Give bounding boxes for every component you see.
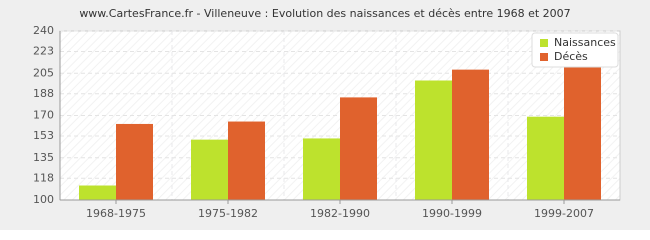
y-tick-label: 205 [33,66,54,79]
legend-box [531,32,619,68]
bar [303,138,340,200]
bar [340,97,377,200]
bar [527,116,564,200]
bar [79,185,116,200]
y-tick-label: 118 [33,171,54,184]
legend-swatch [540,53,548,61]
x-tick-label: 1990-1999 [422,207,482,220]
y-tick-label: 223 [33,45,54,58]
x-tick-label: 1975-1982 [198,207,258,220]
bar [191,139,228,200]
y-tick-label: 240 [33,24,54,37]
y-tick-label: 153 [33,129,54,142]
y-tick-label: 100 [33,193,54,206]
chart-title: www.CartesFrance.fr - Villeneuve : Evolu… [79,7,570,20]
bar [452,69,489,200]
chart: www.CartesFrance.fr - Villeneuve : Evolu… [0,0,650,230]
y-tick-label: 170 [33,109,54,122]
x-tick-label: 1968-1975 [86,207,146,220]
legend-label: Décès [554,50,588,63]
legend-swatch [540,39,548,47]
x-tick-label: 1982-1990 [310,207,370,220]
bar [228,121,265,200]
y-tick-label: 135 [33,151,54,164]
legend-label: Naissances [554,36,616,49]
y-tick-label: 188 [33,87,54,100]
bar [116,123,153,200]
bar [415,80,452,200]
bar [564,62,601,201]
x-tick-label: 1999-2007 [534,207,594,220]
